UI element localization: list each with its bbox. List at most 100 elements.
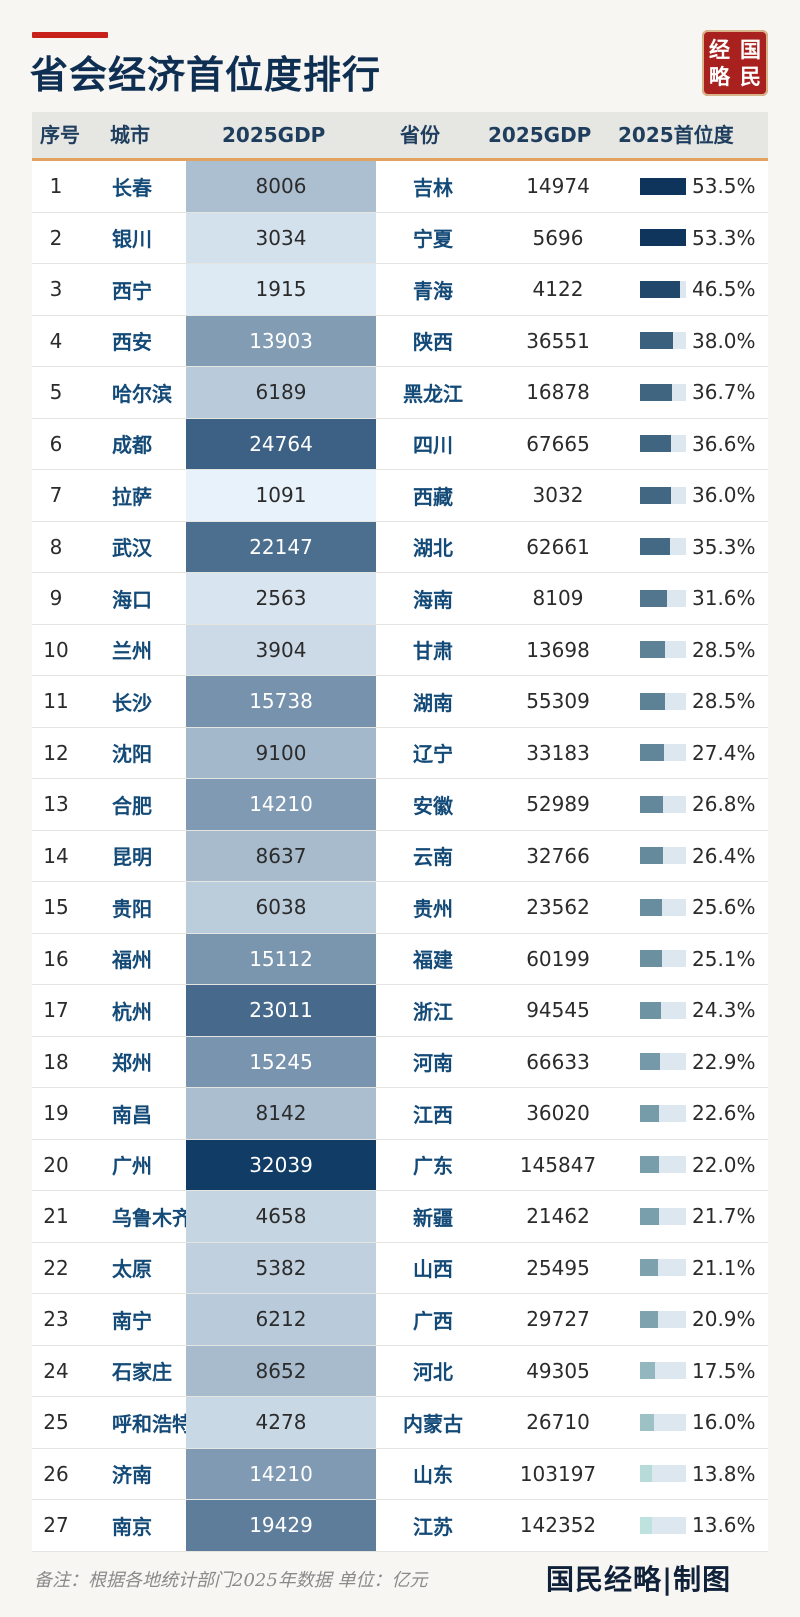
primacy-bar (640, 332, 673, 350)
rank-cell: 19 (43, 1101, 69, 1126)
primacy-bar-track (640, 1156, 686, 1174)
province-cell: 宁夏 (413, 227, 453, 252)
primacy-bar (640, 950, 662, 968)
rank-cell: 7 (49, 483, 63, 508)
table-row: 19 南昌 8142 江西 36020 22.6% (32, 1088, 768, 1140)
province-cell: 广东 (413, 1154, 453, 1179)
primacy-cell: 21.1% (636, 1243, 768, 1294)
city-gdp-cell: 9100 (186, 727, 376, 778)
primacy-cell: 13.6% (636, 1500, 768, 1551)
logo-char: 略 (709, 64, 730, 89)
city-cell: 太原 (112, 1257, 152, 1282)
primacy-bar-track (640, 1104, 686, 1122)
province-gdp-cell: 4122 (532, 277, 584, 302)
city-cell: 郑州 (112, 1051, 152, 1076)
province-gdp-cell: 29727 (526, 1307, 590, 1332)
primacy-label: 53.5% (692, 174, 756, 199)
city-cell: 长春 (112, 175, 152, 200)
city-cell: 南京 (112, 1514, 152, 1539)
primacy-bar (640, 1413, 654, 1431)
primacy-label: 22.6% (692, 1101, 756, 1126)
rank-cell: 18 (43, 1049, 69, 1074)
primacy-bar-track (640, 383, 686, 401)
table-row: 24 石家庄 8652 河北 49305 17.5% (32, 1345, 768, 1397)
primacy-bar (640, 229, 686, 247)
rank-cell: 1 (49, 174, 63, 199)
primacy-bar (640, 692, 665, 710)
logo-char: 经 (709, 37, 730, 62)
table-row: 4 西安 13903 陕西 36551 38.0% (32, 315, 768, 367)
province-gdp-cell: 36551 (526, 328, 590, 353)
table-row: 15 贵阳 6038 贵州 23562 25.6% (32, 882, 768, 934)
primacy-label: 25.1% (692, 946, 756, 971)
primacy-bar (640, 1516, 652, 1534)
table-row: 7 拉萨 1091 西藏 3032 36.0% (32, 470, 768, 522)
city-gdp-cell: 5382 (186, 1242, 376, 1293)
city-cell: 昆明 (112, 845, 152, 870)
city-gdp-cell: 14210 (186, 779, 376, 830)
primacy-label: 21.7% (692, 1204, 756, 1229)
rank-cell: 24 (43, 1358, 69, 1383)
primacy-label: 17.5% (692, 1358, 756, 1383)
primacy-cell: 53.3% (636, 213, 768, 264)
table-row: 25 呼和浩特 4278 内蒙古 26710 16.0% (32, 1397, 768, 1449)
province-gdp-cell: 16878 (526, 380, 590, 405)
primacy-label: 26.8% (692, 792, 756, 817)
city-gdp-cell: 15738 (186, 676, 376, 727)
rank-cell: 20 (43, 1152, 69, 1177)
primacy-cell: 28.5% (636, 625, 768, 676)
city-gdp-cell: 14210 (186, 1448, 376, 1499)
primacy-bar-track (640, 177, 686, 195)
table-row: 22 太原 5382 山西 25495 21.1% (32, 1242, 768, 1294)
primacy-label: 16.0% (692, 1410, 756, 1435)
province-gdp-cell: 142352 (519, 1513, 597, 1538)
province-gdp-cell: 66633 (526, 1049, 590, 1074)
primacy-cell: 24.3% (636, 985, 768, 1036)
province-gdp-cell: 3032 (532, 483, 584, 508)
province-gdp-cell: 52989 (526, 792, 590, 817)
primacy-label: 13.8% (692, 1461, 756, 1486)
table-row: 8 武汉 22147 湖北 62661 35.3% (32, 521, 768, 573)
primacy-bar-track (640, 744, 686, 762)
table-row: 9 海口 2563 海南 8109 31.6% (32, 573, 768, 625)
primacy-bar (640, 383, 672, 401)
primacy-label: 21.1% (692, 1255, 756, 1280)
city-gdp-cell: 1091 (186, 470, 376, 521)
table-row: 10 兰州 3904 甘肃 13698 28.5% (32, 624, 768, 676)
primacy-label: 31.6% (692, 586, 756, 611)
primacy-label: 38.0% (692, 328, 756, 353)
table-row: 18 郑州 15245 河南 66633 22.9% (32, 1036, 768, 1088)
province-gdp-cell: 23562 (526, 895, 590, 920)
primacy-bar-track (640, 1259, 686, 1277)
table-row: 6 成都 24764 四川 67665 36.6% (32, 418, 768, 470)
primacy-bar-track (640, 435, 686, 453)
primacy-bar-track (640, 950, 686, 968)
col-header-rank: 序号 (40, 123, 80, 147)
city-gdp-cell: 19429 (186, 1500, 376, 1551)
province-gdp-cell: 55309 (526, 689, 590, 714)
city-cell: 广州 (112, 1154, 152, 1179)
title-accent-bar (32, 32, 108, 38)
city-gdp-cell: 4658 (186, 1191, 376, 1242)
primacy-cell: 13.8% (636, 1449, 768, 1500)
rank-cell: 3 (49, 277, 63, 302)
province-cell: 江苏 (413, 1514, 453, 1539)
primacy-bar-track (640, 1516, 686, 1534)
city-cell: 长沙 (112, 690, 152, 715)
province-gdp-cell: 26710 (526, 1410, 590, 1435)
rank-cell: 5 (49, 380, 63, 405)
city-cell: 银川 (112, 227, 152, 252)
province-cell: 福建 (413, 948, 453, 973)
primacy-bar-track (640, 795, 686, 813)
table-row: 5 哈尔滨 6189 黑龙江 16878 36.7% (32, 367, 768, 419)
table-row: 2 银川 3034 宁夏 5696 53.3% (32, 212, 768, 264)
city-cell: 南昌 (112, 1102, 152, 1127)
city-gdp-cell: 32039 (186, 1139, 376, 1190)
primacy-cell: 25.1% (636, 934, 768, 985)
province-cell: 山东 (413, 1463, 453, 1488)
rank-cell: 13 (43, 792, 69, 817)
city-gdp-cell: 3904 (186, 624, 376, 675)
primacy-bar-track (640, 229, 686, 247)
province-cell: 江西 (413, 1102, 453, 1127)
city-gdp-cell: 22147 (186, 521, 376, 572)
